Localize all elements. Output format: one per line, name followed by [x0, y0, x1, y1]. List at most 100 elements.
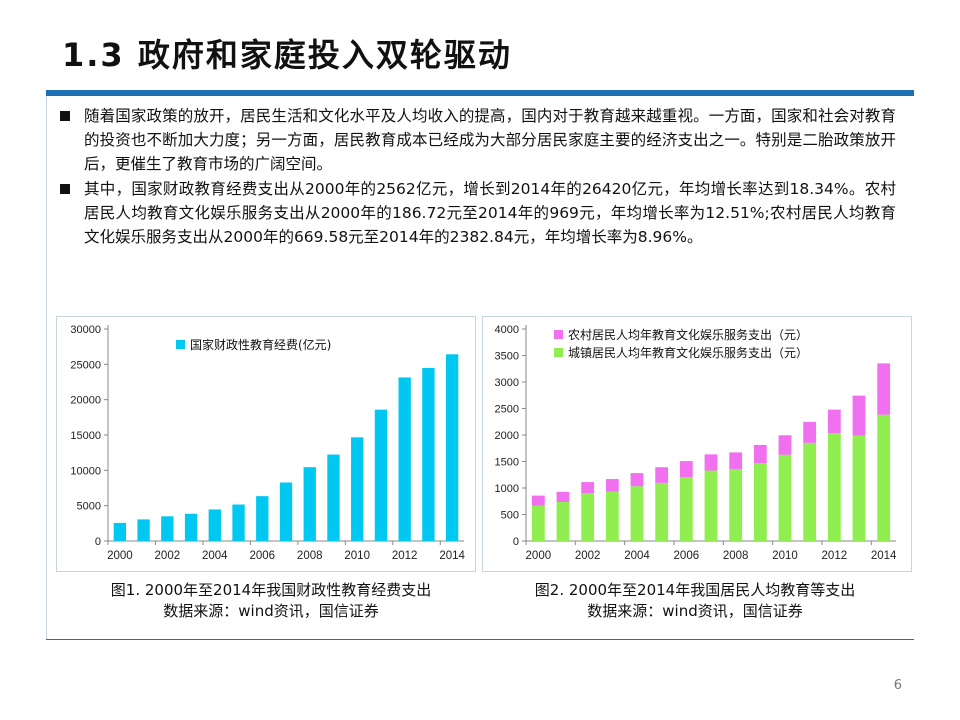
y-tick-label: 30000: [70, 324, 101, 336]
bar-2008-series-0: [729, 469, 743, 541]
x-tick-label: 2004: [202, 550, 228, 562]
bar-2002-series-1: [581, 482, 595, 494]
bar-2003-series-0: [605, 491, 619, 541]
bar-2010-series-0: [778, 454, 792, 541]
y-tick-label: 500: [501, 510, 519, 522]
y-tick-label: 4000: [495, 324, 519, 336]
y-tick-label: 0: [95, 536, 101, 548]
bar-2008-series-1: [729, 452, 743, 470]
x-tick-label: 2014: [439, 550, 465, 562]
content-border: [46, 96, 47, 640]
legend-swatch: [176, 340, 185, 349]
y-tick-label: 3000: [495, 377, 519, 389]
bar-2008-series-0: [303, 467, 316, 541]
bar-2012-series-1: [827, 409, 841, 434]
y-tick-label: 1000: [495, 483, 519, 495]
bar-2006-series-0: [256, 496, 269, 541]
y-tick-label: 5000: [77, 501, 101, 513]
chart-education-funding: 0 5000 10000 15000 20000 25000 30000 2000 2002 20…: [56, 316, 476, 572]
x-tick-label: 2008: [723, 550, 749, 562]
y-tick-label: 1500: [495, 457, 519, 469]
bar-2011-series-0: [803, 442, 817, 541]
bar-2003-series-0: [184, 513, 198, 541]
title-underline: [46, 90, 914, 96]
bullet-text: 随着国家政策的放开，居民生活和文化水平及人均收入的提高，国内对于教育越来越重视。…: [84, 107, 896, 174]
y-tick-label: 0: [513, 536, 519, 548]
bullet-list: 随着国家政策的放开，居民生活和文化水平及人均收入的提高，国内对于教育越来越重视。…: [60, 104, 896, 249]
x-tick-label: 2000: [526, 550, 552, 562]
bar-2001-series-1: [556, 491, 570, 502]
bar-2011-series-1: [803, 421, 817, 443]
bar-2009-series-0: [753, 462, 767, 541]
bar-2001-series-0: [137, 519, 150, 541]
y-tick-label: 2500: [495, 404, 519, 416]
bar-2002-series-0: [161, 516, 174, 541]
legend-label: 农村居民人均年教育文化娱乐服务支出（元）: [568, 327, 808, 342]
x-tick-label: 2014: [871, 550, 897, 562]
chart-resident-spending: 0 500 1000 1500 2000 2500 3000 3500 4000 2000 2002…: [482, 316, 912, 572]
y-tick-label: 25000: [70, 359, 101, 371]
bar-2014-series-1: [877, 363, 891, 415]
x-tick-label: 2010: [772, 550, 798, 562]
bar-2006-series-0: [679, 477, 693, 541]
bar-2000-series-1: [531, 495, 545, 506]
bar-2013-series-1: [852, 395, 866, 436]
bar-2005-series-0: [655, 482, 669, 541]
caption-source: 数据来源：wind资讯，国信证券: [163, 602, 379, 620]
bullet-item: 随着国家政策的放开，居民生活和文化水平及人均收入的提高，国内对于教育越来越重视。…: [60, 104, 896, 177]
chart2-svg: 0 500 1000 1500 2000 2500 3000 3500 4000 2000 2002…: [482, 316, 912, 572]
bar-2003-series-1: [605, 479, 619, 492]
x-tick-label: 2012: [822, 550, 848, 562]
bar-2005-series-1: [655, 467, 669, 483]
legend-swatch: [554, 330, 563, 339]
legend-label: 城镇居民人均年教育文化娱乐服务支出（元）: [568, 345, 808, 360]
bar-2002-series-0: [581, 493, 595, 541]
chart-frame: [56, 316, 476, 572]
bar-2007-series-0: [279, 482, 293, 541]
bar-2011-series-0: [374, 409, 388, 541]
footer-line: [46, 639, 914, 640]
bullet-item: 其中，国家财政教育经费支出从2000年的2562亿元，增长到2014年的2642…: [60, 177, 896, 250]
bar-2014-series-0: [877, 414, 891, 541]
bar-2009-series-0: [327, 454, 340, 541]
caption-figure-1: 图1. 2000年至2014年我国财政性教育经费支出 数据来源：wind资讯，国…: [56, 580, 486, 622]
caption-title: 图1. 2000年至2014年我国财政性教育经费支出: [110, 581, 432, 599]
x-tick-label: 2002: [575, 550, 601, 562]
bar-2013-series-0: [422, 367, 435, 541]
caption-source: 数据来源：wind资讯，国信证券: [587, 602, 803, 620]
chart-frame: [482, 316, 912, 572]
bar-2005-series-0: [232, 504, 245, 541]
bar-2001-series-0: [556, 501, 570, 541]
bar-2004-series-1: [630, 473, 644, 487]
legend-swatch: [554, 348, 563, 357]
slide-title: 1.3 政府和家庭投入双轮驱动: [62, 36, 512, 74]
x-tick-label: 2006: [674, 550, 700, 562]
y-tick-label: 15000: [70, 430, 101, 442]
y-tick-label: 10000: [70, 465, 101, 477]
bar-2012-series-0: [398, 377, 411, 541]
bar-2010-series-0: [351, 437, 364, 541]
bar-2000-series-0: [113, 522, 127, 541]
bar-2007-series-1: [704, 454, 718, 471]
x-tick-label: 2006: [249, 550, 275, 562]
y-tick-label: 2000: [495, 430, 519, 442]
y-tick-label: 3500: [495, 351, 519, 363]
bar-2010-series-1: [778, 435, 792, 455]
square-bullet-icon: [60, 183, 70, 194]
bar-2012-series-0: [827, 433, 841, 541]
bar-2000-series-0: [531, 505, 545, 541]
bar-2014-series-0: [445, 354, 459, 541]
x-tick-label: 2012: [392, 550, 418, 562]
bar-2009-series-1: [753, 444, 767, 463]
square-bullet-icon: [60, 111, 70, 121]
page-number: 6: [893, 678, 902, 693]
bar-2006-series-1: [679, 461, 693, 478]
bar-2007-series-0: [704, 470, 718, 541]
legend-label: 国家财政性教育经费(亿元): [190, 337, 331, 352]
x-tick-label: 2010: [344, 550, 370, 562]
x-tick-label: 2002: [155, 550, 181, 562]
bar-2004-series-0: [630, 486, 644, 541]
x-tick-label: 2000: [107, 550, 133, 562]
caption-title: 图2. 2000年至2014年我国居民人均教育等支出: [534, 581, 856, 599]
bullet-text: 其中，国家财政教育经费支出从2000年的2562亿元，增长到2014年的2642…: [84, 179, 896, 247]
